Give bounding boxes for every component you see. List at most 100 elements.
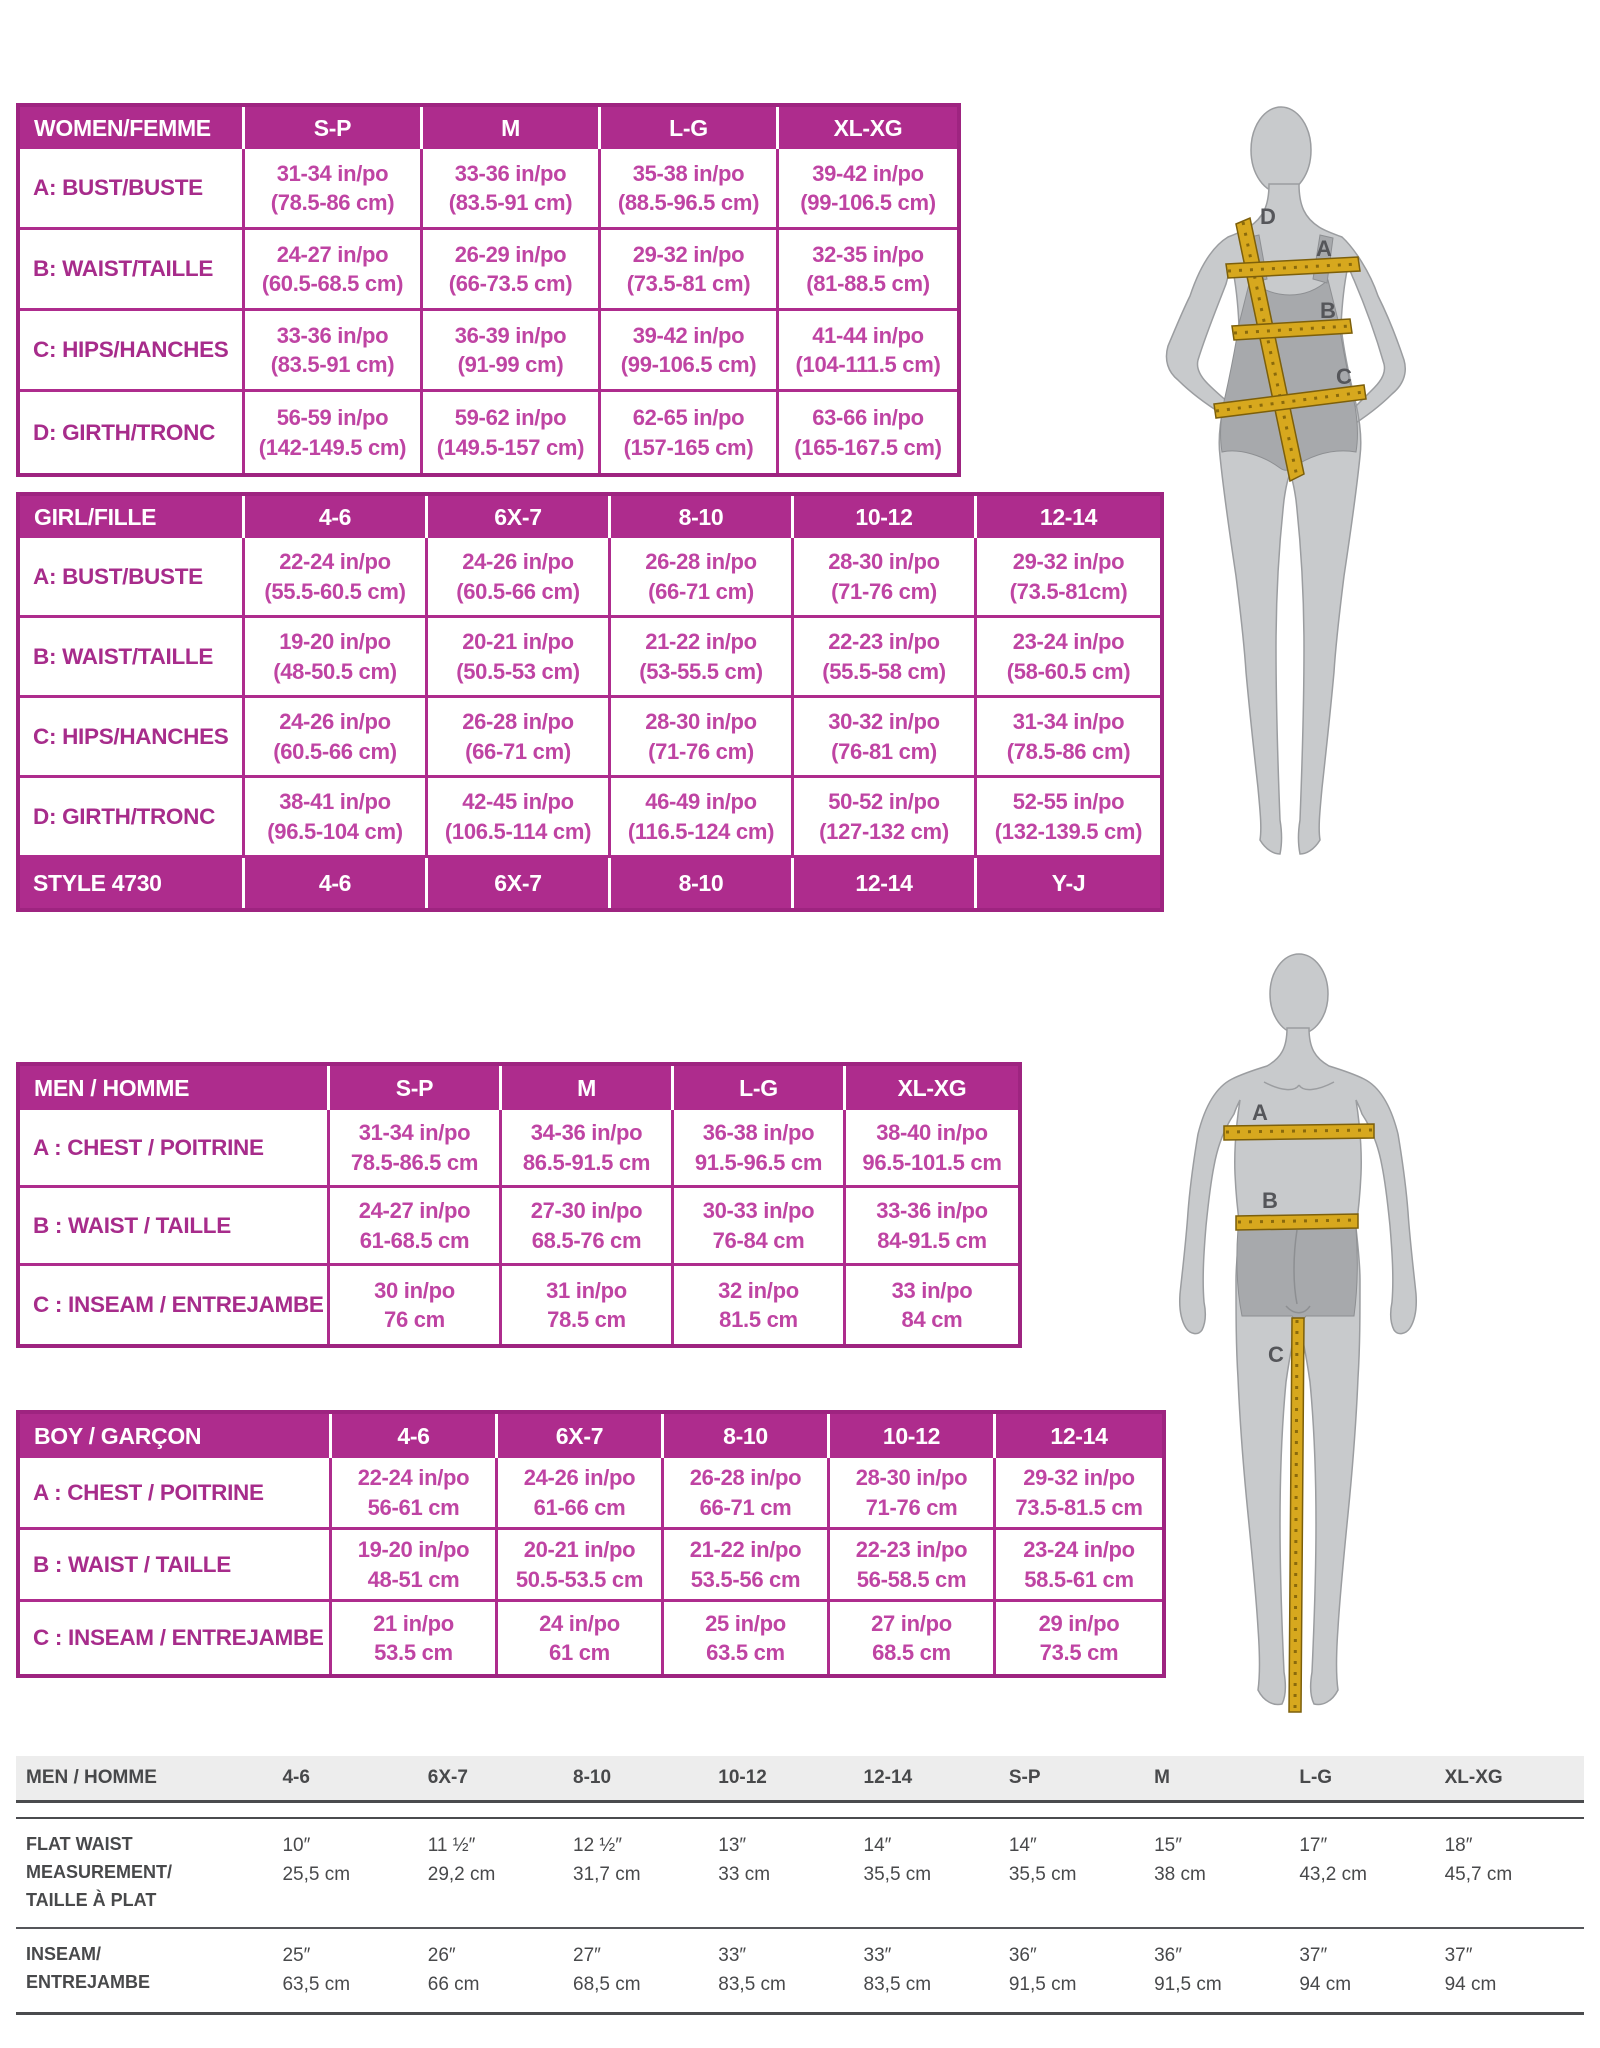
cell: 14″ 35,5 cm [857,1819,1003,1929]
flat-col: 6X-7 [421,1756,568,1803]
table-row: B: WAIST/TAILLE 19-20 in/po (48-50.5 cm)… [20,618,1160,698]
waist-tape-b [1235,1213,1359,1231]
cell: 24-26 in/po 61-66 cm [498,1458,664,1530]
women-col-xl: XL-XG [779,107,957,149]
cell: 37″ 94 cm [1438,1929,1584,2015]
row-label: B : WAIST / TAILLE [20,1530,332,1602]
cell: 52-55 in/po (132-139.5 cm) [977,778,1160,858]
table-row: C: HIPS/HANCHES 33-36 in/po (83.5-91 cm)… [20,311,957,392]
row-label: INSEAM/ ENTREJAMBE [16,1929,277,2015]
cell: 10″ 25,5 cm [276,1819,422,1929]
cell: 38-41 in/po (96.5-104 cm) [245,778,428,858]
cell: 31-34 in/po (78.5-86 cm) [245,149,423,230]
boy-table-title: BOY / GARÇON [20,1414,332,1458]
style-row-label: STYLE 4730 [20,858,245,908]
cell: 28-30 in/po (71-76 cm) [611,698,794,778]
row-label: A: BUST/BUSTE [20,538,245,618]
table-row: C: HIPS/HANCHES 24-26 in/po (60.5-66 cm)… [20,698,1160,778]
cell: 15″ 38 cm [1148,1819,1294,1929]
flat-col: 10-12 [712,1756,858,1803]
table-row: FLAT WAIST MEASUREMENT/ TAILLE À PLAT 10… [16,1819,1584,1929]
style-4730-row: STYLE 4730 4-6 6X-7 8-10 12-14 Y-J [20,858,1160,908]
table-row: D: GIRTH/TRONC 56-59 in/po (142-149.5 cm… [20,392,957,473]
girl-col-1012: 10-12 [794,496,977,538]
style-cell: Y-J [977,858,1160,908]
boy-col-1214: 12-14 [996,1414,1162,1458]
cell: 36-38 in/po 91.5-96.5 cm [674,1110,846,1188]
hip-tape-c [1213,384,1367,419]
cell: 32 in/po 81.5 cm [674,1266,846,1344]
cell: 27 in/po 68.5 cm [830,1602,996,1674]
table-row: B: WAIST/TAILLE 24-27 in/po (60.5-68.5 c… [20,230,957,311]
girth-tape-d [1235,216,1305,483]
cell: 19-20 in/po (48-50.5 cm) [245,618,428,698]
cell: 21-22 in/po 53.5-56 cm [664,1530,830,1602]
table-row: C : INSEAM / ENTREJAMBE 21 in/po 53.5 cm… [20,1602,1162,1674]
cell: 25″ 63,5 cm [276,1929,422,2015]
table-row: B : WAIST / TAILLE 24-27 in/po 61-68.5 c… [20,1188,1018,1266]
waist-tape-b [1231,318,1353,341]
cell: 33 in/po 84 cm [846,1266,1018,1344]
boy-col-46: 4-6 [332,1414,498,1458]
rule-spacer [16,1803,1584,1819]
women-table-title: WOMEN/FEMME [20,107,245,149]
cell: 27-30 in/po 68.5-76 cm [502,1188,674,1266]
row-label: A: BUST/BUSTE [20,149,245,230]
row-label: B : WAIST / TAILLE [20,1188,330,1266]
flat-col: L-G [1293,1756,1439,1803]
row-label: D: GIRTH/TRONC [20,778,245,858]
cell: 30-33 in/po 76-84 cm [674,1188,846,1266]
cell: 33″ 83,5 cm [857,1929,1003,2015]
cell: 31 in/po 78.5 cm [502,1266,674,1344]
row-label: C: HIPS/HANCHES [20,698,245,778]
cell: 35-38 in/po (88.5-96.5 cm) [601,149,779,230]
cell: 39-42 in/po (99-106.5 cm) [601,311,779,392]
girl-col-1214: 12-14 [977,496,1160,538]
flat-measurement-table: MEN / HOMME 4-6 6X-7 8-10 10-12 12-14 S-… [16,1756,1584,2015]
style-cell: 8-10 [611,858,794,908]
cell: 41-44 in/po (104-111.5 cm) [779,311,957,392]
cell: 22-23 in/po 56-58.5 cm [830,1530,996,1602]
row-label: A : CHEST / POITRINE [20,1110,330,1188]
girl-col-810: 8-10 [611,496,794,538]
style-cell: 12-14 [794,858,977,908]
flat-table-title: MEN / HOMME [16,1756,277,1803]
table-row: A : CHEST / POITRINE 31-34 in/po 78.5-86… [20,1110,1018,1188]
table-row: INSEAM/ ENTREJAMBE 25″ 63,5 cm 26″ 66 cm… [16,1929,1584,2015]
cell: 63-66 in/po (165-167.5 cm) [779,392,957,473]
style-cell: 6X-7 [428,858,611,908]
man-label-a: A [1252,1100,1268,1125]
table-row: B : WAIST / TAILLE 19-20 in/po 48-51 cm … [20,1530,1162,1602]
women-col-sp: S-P [245,107,423,149]
flat-col: M [1148,1756,1294,1803]
cell: 42-45 in/po (106.5-114 cm) [428,778,611,858]
cell: 26″ 66 cm [421,1929,568,2015]
cell: 20-21 in/po 50.5-53.5 cm [498,1530,664,1602]
men-col-lg: L-G [674,1066,846,1110]
cell: 46-49 in/po (116.5-124 cm) [611,778,794,858]
cell: 23-24 in/po (58-60.5 cm) [977,618,1160,698]
flat-col: XL-XG [1438,1756,1584,1803]
cell: 33-36 in/po 84-91.5 cm [846,1188,1018,1266]
flat-col: 12-14 [857,1756,1003,1803]
cell: 24-26 in/po (60.5-66 cm) [428,538,611,618]
cell: 59-62 in/po (149.5-157 cm) [423,392,601,473]
measuring-tapes [1223,1123,1375,1713]
row-label: C: HIPS/HANCHES [20,311,245,392]
cell: 31-34 in/po 78.5-86.5 cm [330,1110,502,1188]
table-row: A : CHEST / POITRINE 22-24 in/po 56-61 c… [20,1458,1162,1530]
woman-measurement-figure: D A B C [1165,106,1406,855]
cell: 56-59 in/po (142-149.5 cm) [245,392,423,473]
cell: 36″ 91,5 cm [1002,1929,1149,2015]
cell: 17″ 43,2 cm [1293,1819,1439,1929]
men-size-table: MEN / HOMME S-P M L-G XL-XG A : CHEST / … [16,1062,1022,1348]
cell: 21-22 in/po (53-55.5 cm) [611,618,794,698]
flat-col: 4-6 [276,1756,422,1803]
women-col-lg: L-G [601,107,779,149]
cell: 21 in/po 53.5 cm [332,1602,498,1674]
inseam-tape-c [1288,1317,1305,1713]
cell: 24-27 in/po (60.5-68.5 cm) [245,230,423,311]
cell: 28-30 in/po (71-76 cm) [794,538,977,618]
man-measurement-figure: A B C [1179,953,1417,1713]
cell: 22-24 in/po 56-61 cm [332,1458,498,1530]
